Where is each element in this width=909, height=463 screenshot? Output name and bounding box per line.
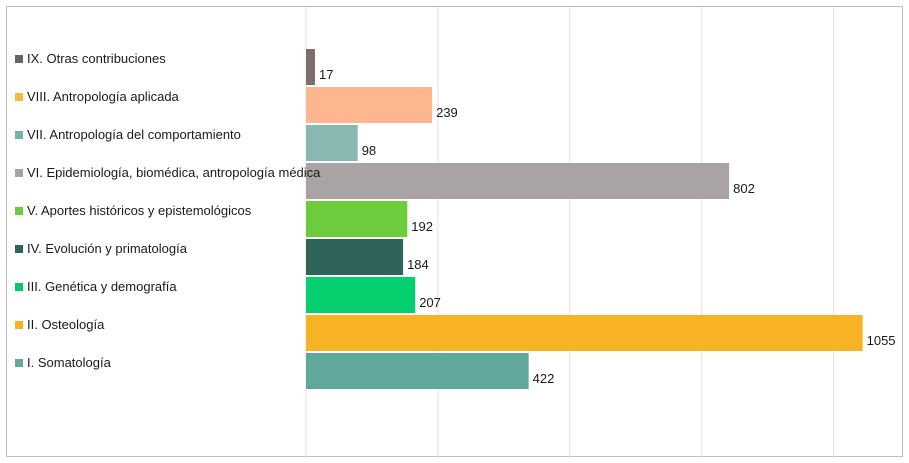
bar	[306, 87, 433, 123]
bars	[306, 49, 863, 389]
legend-label: II. Osteología	[27, 317, 105, 332]
legend-label: IV. Evolución y primatología	[27, 241, 188, 256]
legend-label: IX. Otras contribuciones	[27, 51, 166, 66]
value-label: 422	[533, 371, 555, 386]
bar	[306, 353, 529, 389]
legend-label: VI. Epidemiología, biomédica, antropolog…	[27, 165, 321, 180]
legend-label: III. Genética y demografía	[27, 279, 177, 294]
legend-marker	[15, 283, 23, 291]
legend-marker	[15, 207, 23, 215]
bar-chart: 17 239 98 802 192 184 207 1055 422 IX. Otras con…	[15, 7, 896, 458]
legend: IX. Otras contribuciones VIII. Antropolog…	[15, 51, 321, 370]
bar	[306, 201, 408, 237]
legend-label: VIII. Antropología aplicada	[27, 89, 180, 104]
bar	[306, 315, 863, 351]
value-label: 17	[319, 67, 333, 82]
legend-marker	[15, 245, 23, 253]
bar	[306, 125, 358, 161]
bar	[306, 277, 416, 313]
bar	[306, 239, 404, 275]
chart-frame: 17 239 98 802 192 184 207 1055 422 IX. Otras con…	[6, 6, 903, 458]
value-label: 192	[411, 219, 433, 234]
value-label: 802	[733, 181, 755, 196]
legend-marker	[15, 169, 23, 177]
value-label: 1055	[867, 333, 896, 348]
legend-marker	[15, 359, 23, 367]
legend-label: VII. Antropología del comportamiento	[27, 127, 241, 142]
bar	[306, 163, 730, 199]
legend-marker	[15, 93, 23, 101]
value-labels: 17 239 98 802 192 184 207 1055 422	[319, 67, 896, 386]
legend-marker	[15, 131, 23, 139]
legend-marker	[15, 321, 23, 329]
value-label: 207	[419, 295, 441, 310]
legend-label: I. Somatología	[27, 355, 112, 370]
legend-marker	[15, 55, 23, 63]
value-label: 98	[362, 143, 376, 158]
legend-label: V. Aportes históricos y epistemológicos	[27, 203, 252, 218]
value-label: 239	[436, 105, 458, 120]
value-label: 184	[407, 257, 429, 272]
bar	[306, 49, 315, 85]
